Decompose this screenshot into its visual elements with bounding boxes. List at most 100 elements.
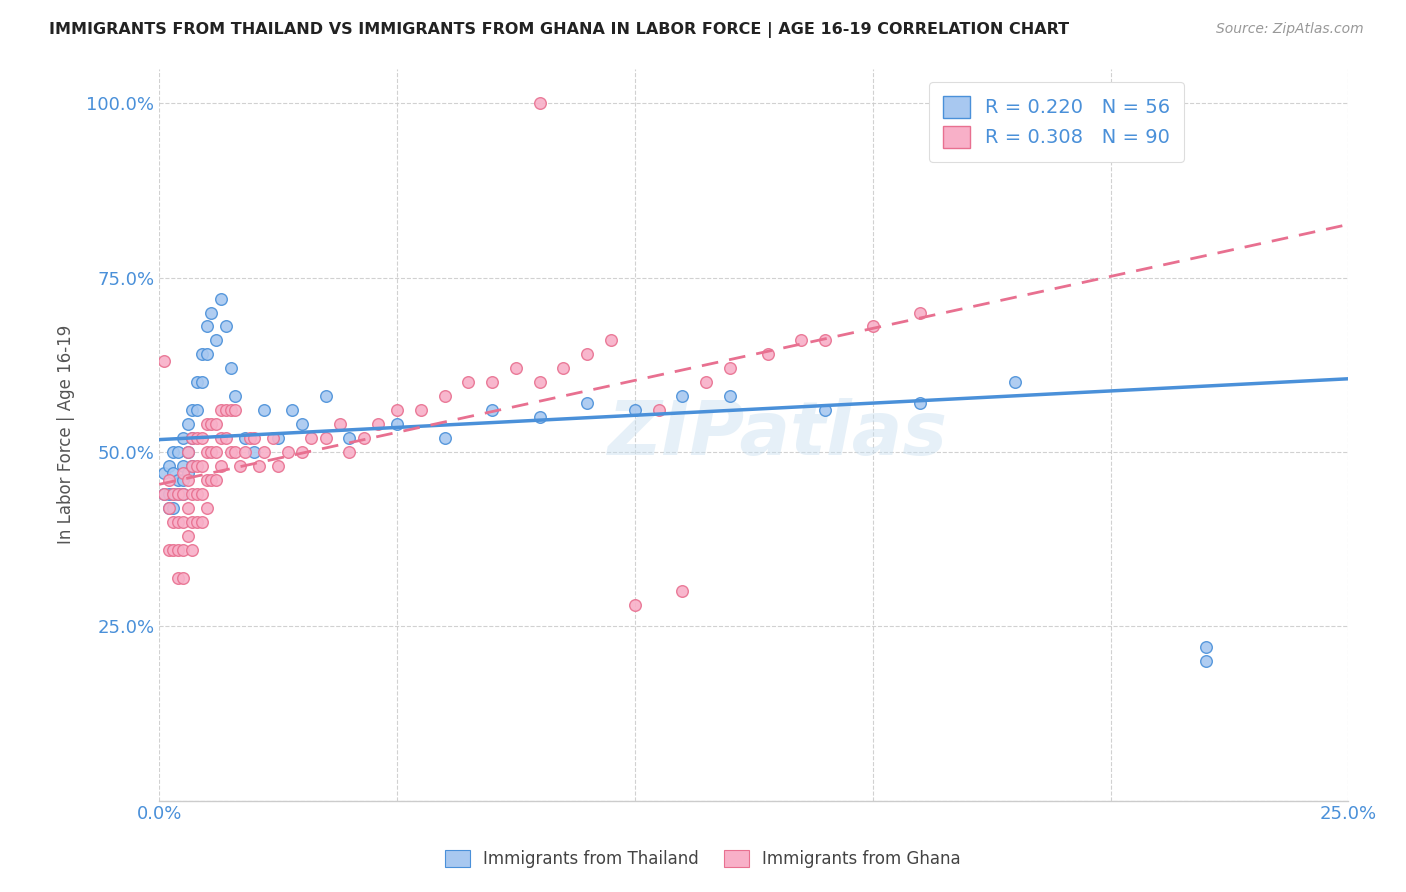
Point: [172, 458, 194, 473]
Point: [219, 445, 242, 459]
Point: [718, 361, 741, 376]
Point: [253, 445, 276, 459]
Point: [157, 487, 180, 501]
Point: [385, 403, 408, 417]
Point: [481, 403, 503, 417]
Point: [529, 376, 551, 390]
Point: [238, 431, 260, 445]
Point: [229, 458, 252, 473]
Point: [600, 334, 623, 348]
Point: [157, 500, 180, 515]
Point: [181, 487, 204, 501]
Point: [186, 458, 208, 473]
Point: [167, 515, 190, 529]
Point: [209, 403, 232, 417]
Point: [153, 487, 176, 501]
Point: [181, 542, 204, 557]
Point: [315, 431, 337, 445]
Legend: R = 0.220   N = 56, R = 0.308   N = 90: R = 0.220 N = 56, R = 0.308 N = 90: [929, 82, 1184, 161]
Point: [191, 487, 214, 501]
Point: [433, 431, 456, 445]
Point: [299, 431, 322, 445]
Point: [647, 403, 669, 417]
Point: [433, 389, 456, 403]
Point: [790, 334, 813, 348]
Point: [186, 403, 208, 417]
Point: [253, 403, 276, 417]
Point: [162, 445, 184, 459]
Point: [219, 361, 242, 376]
Point: [172, 542, 194, 557]
Point: [224, 389, 246, 403]
Point: [176, 466, 198, 480]
Point: [167, 473, 190, 487]
Point: [195, 319, 218, 334]
Point: [224, 403, 246, 417]
Point: [181, 403, 204, 417]
Point: [186, 376, 208, 390]
Point: [162, 466, 184, 480]
Point: [172, 515, 194, 529]
Point: [172, 431, 194, 445]
Point: [176, 500, 198, 515]
Point: [195, 445, 218, 459]
Point: [176, 473, 198, 487]
Point: [624, 599, 647, 613]
Point: [339, 431, 361, 445]
Point: [200, 417, 222, 431]
Point: [215, 403, 238, 417]
Text: ZIPatlas: ZIPatlas: [607, 398, 948, 471]
Point: [224, 445, 246, 459]
Point: [233, 431, 256, 445]
Point: [814, 334, 837, 348]
Point: [505, 361, 527, 376]
Point: [1004, 376, 1026, 390]
Point: [195, 417, 218, 431]
Point: [157, 473, 180, 487]
Point: [671, 389, 693, 403]
Point: [1195, 654, 1218, 668]
Point: [247, 458, 270, 473]
Point: [181, 431, 204, 445]
Point: [277, 445, 299, 459]
Point: [267, 458, 290, 473]
Point: [195, 473, 218, 487]
Point: [209, 458, 232, 473]
Point: [172, 570, 194, 584]
Point: [576, 347, 599, 361]
Point: [910, 396, 932, 410]
Point: [186, 487, 208, 501]
Point: [162, 500, 184, 515]
Point: [862, 319, 884, 334]
Point: [157, 542, 180, 557]
Point: [167, 487, 190, 501]
Point: [219, 403, 242, 417]
Point: [172, 487, 194, 501]
Point: [281, 403, 304, 417]
Point: [329, 417, 352, 431]
Point: [176, 529, 198, 543]
Point: [315, 389, 337, 403]
Point: [181, 515, 204, 529]
Point: [267, 431, 290, 445]
Point: [576, 396, 599, 410]
Point: [191, 515, 214, 529]
Point: [200, 305, 222, 319]
Point: [457, 376, 479, 390]
Point: [172, 473, 194, 487]
Point: [195, 347, 218, 361]
Point: [167, 570, 190, 584]
Point: [167, 487, 190, 501]
Point: [195, 500, 218, 515]
Point: [385, 417, 408, 431]
Point: [176, 445, 198, 459]
Point: [1195, 640, 1218, 655]
Point: [291, 445, 314, 459]
Text: IMMIGRANTS FROM THAILAND VS IMMIGRANTS FROM GHANA IN LABOR FORCE | AGE 16-19 COR: IMMIGRANTS FROM THAILAND VS IMMIGRANTS F…: [49, 22, 1070, 38]
Point: [205, 417, 228, 431]
Point: [162, 542, 184, 557]
Point: [191, 458, 214, 473]
Point: [215, 319, 238, 334]
Point: [695, 376, 717, 390]
Point: [153, 466, 176, 480]
